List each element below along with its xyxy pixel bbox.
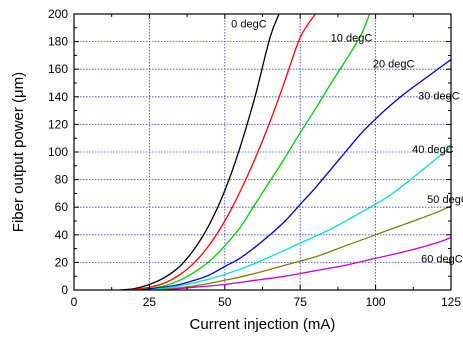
y-tick-label: 80 [55,173,69,187]
series-lines [119,14,451,290]
series-label-10-degc: 10 degC [331,32,373,44]
x-tick-label: 0 [71,295,78,309]
series-line-50-degc [158,205,451,290]
series-line-10-degc [128,14,316,290]
x-tick-label: 125 [441,295,461,309]
x-axis-title: Current injection (mA) [190,316,336,333]
y-tick-label: 160 [48,62,68,76]
y-axis-title: Fiber output power (μm) [10,72,27,232]
y-tick-label: 200 [48,7,68,21]
series-label-30-degc: 30 degC [418,90,460,102]
x-tick-label: 50 [218,295,232,309]
plot-frame [73,13,452,291]
series-label-50-degc: 50 degC [427,194,463,206]
series-line-30-degc [140,58,451,290]
series-line-40-degc [149,145,451,290]
x-tick-label: 25 [143,295,157,309]
series-label-60-degc: 60 degC [421,253,463,265]
y-tick-label: 180 [48,35,68,49]
series-line-0-degc [119,14,280,290]
tick-labels: 0 25 50 75 100 125 0 20 40 60 80 100 120 140 160 180 200 [48,7,461,309]
y-tick-label: 100 [48,145,68,159]
x-tick-label: 100 [366,295,386,309]
x-tick-label: 75 [294,295,308,309]
series-label-0-degc: 0 degC [231,19,267,31]
series-line-20-degc [134,14,371,290]
y-tick-label: 120 [48,117,68,131]
y-tick-label: 140 [48,90,68,104]
series-label-20-degc: 20 degC [373,59,415,71]
series-line-60-degc [164,236,451,290]
y-tick-label: 40 [55,228,69,242]
ticks [73,13,452,291]
series-label-40-degc: 40 degC [412,144,454,156]
series-labels: 0 degC 10 degC 20 degC 30 degC 40 degC 50 deg… [231,19,463,266]
grid [74,14,451,290]
y-tick-label: 0 [61,283,68,297]
y-tick-label: 20 [55,255,69,269]
y-tick-label: 60 [55,200,69,214]
